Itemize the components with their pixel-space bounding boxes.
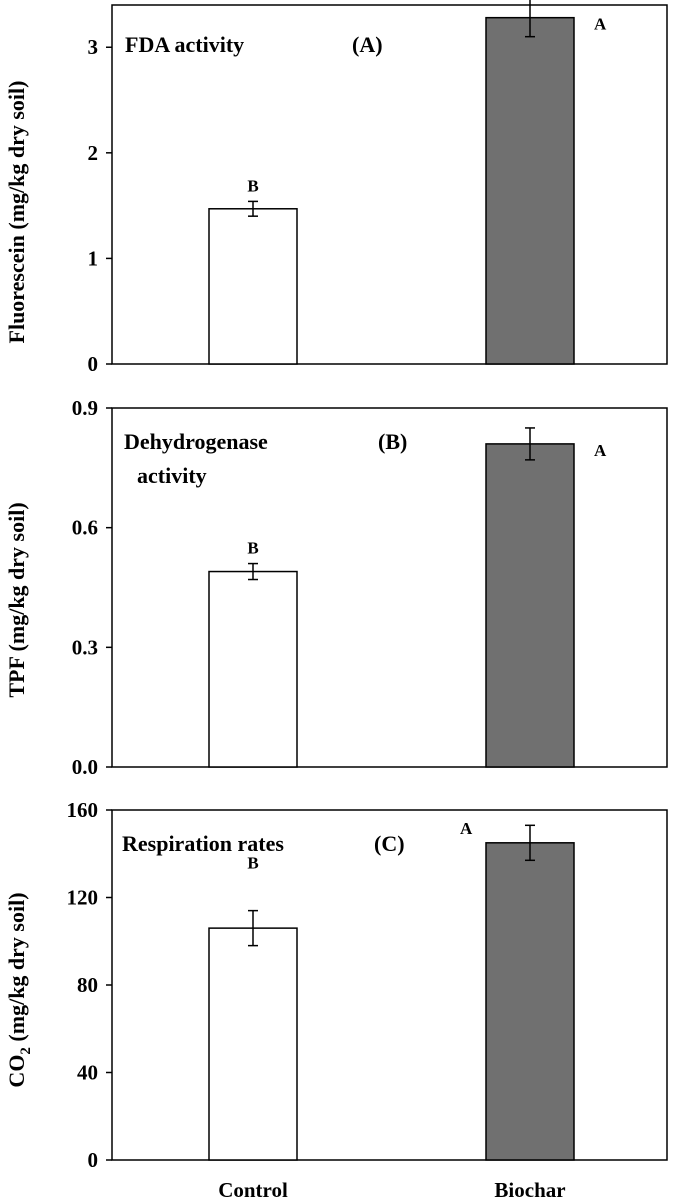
panel-a-sig-biochar: A — [594, 15, 607, 34]
panel-b-ticks: 0.0 0.3 0.6 0.9 — [72, 396, 112, 779]
panel-a-ytick-label: 3 — [88, 35, 99, 59]
panel-b-ytick-label: 0.9 — [72, 396, 98, 420]
panel-c-bar-control — [208, 927, 298, 1161]
panel-b-ytick-label: 0.0 — [72, 755, 98, 779]
panel-a: Fluorescein (mg/kg dry soil) FDA activit… — [4, 0, 668, 376]
panel-b-bar-biochar — [485, 443, 575, 768]
panel-a-frame — [111, 4, 668, 365]
panel-c-title: Respiration rates — [122, 831, 284, 856]
x-label-biochar: Biochar — [494, 1178, 565, 1202]
panel-b-panel-label: (B) — [378, 429, 407, 454]
panel-c-panel-label: (C) — [374, 831, 405, 856]
panel-c-frame — [111, 809, 668, 1161]
x-label-control: Control — [218, 1178, 288, 1202]
panel-c-ylabel-co: CO — [4, 1055, 29, 1088]
panel-b-ytick-label: 0.6 — [72, 516, 98, 540]
panel-a-ticks: 0 1 2 3 — [88, 35, 112, 376]
panel-c-sig-biochar: A — [460, 819, 473, 838]
panel-c-ylabel-units: (mg/kg dry soil) — [4, 892, 29, 1047]
panel-c-ticks: 0 40 80 120 160 — [67, 798, 112, 1172]
panel-b-ytick-label: 0.3 — [72, 635, 98, 659]
panel-b-sig-biochar: A — [594, 441, 607, 460]
panel-b: TPF (mg/kg dry soil) Dehydrogenase activ… — [4, 396, 668, 779]
panel-c-bars: BA — [208, 819, 575, 1161]
panel-b-frame — [111, 407, 668, 768]
panel-b-title-line2: activity — [137, 463, 207, 488]
panel-a-bars: BA — [208, 0, 607, 365]
panel-a-ytick-label: 0 — [88, 352, 99, 376]
panel-c-bar-biochar — [485, 842, 575, 1161]
panel-c-ytick-label: 120 — [67, 886, 99, 910]
panel-c-ylabel-subscript: 2 — [18, 1047, 34, 1055]
panel-b-ylabel: TPF (mg/kg dry soil) — [4, 502, 29, 697]
panel-a-ytick-label: 2 — [88, 141, 99, 165]
panel-a-title: FDA activity — [125, 32, 244, 57]
panel-c-ytick-label: 160 — [67, 798, 99, 822]
panel-a-ylabel: Fluorescein (mg/kg dry soil) — [4, 81, 29, 344]
panel-a-panel-label: (A) — [352, 32, 383, 57]
panel-c-sig-control: B — [247, 854, 258, 873]
panel-c-ytick-label: 80 — [77, 973, 98, 997]
panel-c-ytick-label: 0 — [88, 1148, 99, 1172]
panel-c-ylabel: CO2 (mg/kg dry soil) — [4, 892, 34, 1087]
panel-a-bar-biochar — [485, 16, 575, 365]
panel-a-bar-control — [208, 208, 298, 365]
panel-b-sig-control: B — [247, 539, 258, 558]
panel-c: CO2 (mg/kg dry soil) Respiration rates (… — [4, 798, 668, 1172]
panel-b-bars: BA — [208, 427, 607, 768]
panel-a-ytick-label: 1 — [88, 246, 99, 270]
panel-a-sig-control: B — [247, 176, 258, 195]
panel-c-ytick-label: 40 — [77, 1061, 98, 1085]
panel-b-bar-control — [208, 570, 298, 768]
panel-b-title-line1: Dehydrogenase — [124, 429, 268, 454]
